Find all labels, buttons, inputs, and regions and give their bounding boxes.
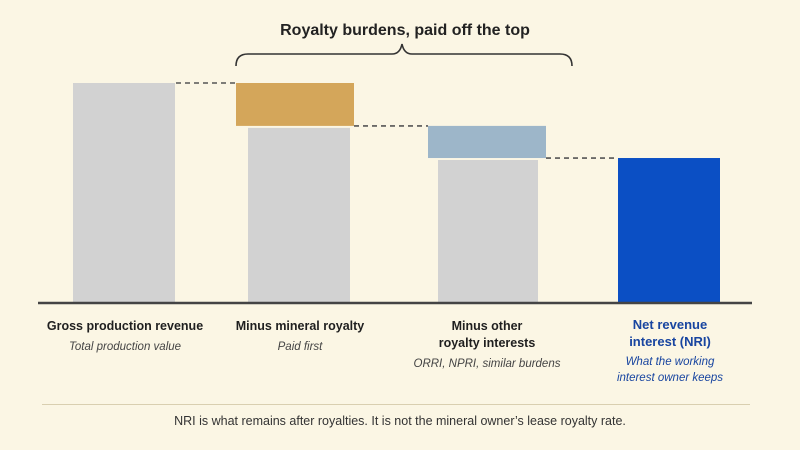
category-sub: Paid first xyxy=(277,341,323,353)
waterfall-bar-total xyxy=(73,83,175,303)
category-nri: Net revenue interest (NRI) What the work… xyxy=(560,316,780,386)
chart-title: Royalty burdens, paid off the top xyxy=(280,22,530,39)
footnote: NRI is what remains after royalties. It … xyxy=(174,414,626,428)
category-label: Minus other royalty interests xyxy=(438,319,536,350)
category-label: Net revenue interest (NRI) xyxy=(629,317,711,349)
category-label: Minus mineral royalty xyxy=(235,319,365,333)
category-sub: What the working interest owner keeps xyxy=(616,356,724,384)
category-gross: Gross production revenue Total productio… xyxy=(15,318,235,355)
category-label: Gross production revenue xyxy=(46,319,204,333)
waterfall-bar-base xyxy=(248,127,350,304)
category-sub: Total production value xyxy=(68,341,182,353)
category-sub: ORRI, NPRI, similar burdens xyxy=(413,358,561,370)
category-mineral-royalty: Minus mineral royalty Paid first xyxy=(190,318,410,355)
royalty-bracket xyxy=(235,43,573,67)
category-other-royalty: Minus other royalty interests ORRI, NPRI… xyxy=(377,318,597,372)
waterfall-bar-decrease-other xyxy=(428,125,546,159)
waterfall-bar-decrease-mineral xyxy=(236,83,354,126)
waterfall-bar-result xyxy=(618,158,720,303)
waterfall-bar-base xyxy=(438,160,538,303)
footer-divider xyxy=(42,404,750,405)
